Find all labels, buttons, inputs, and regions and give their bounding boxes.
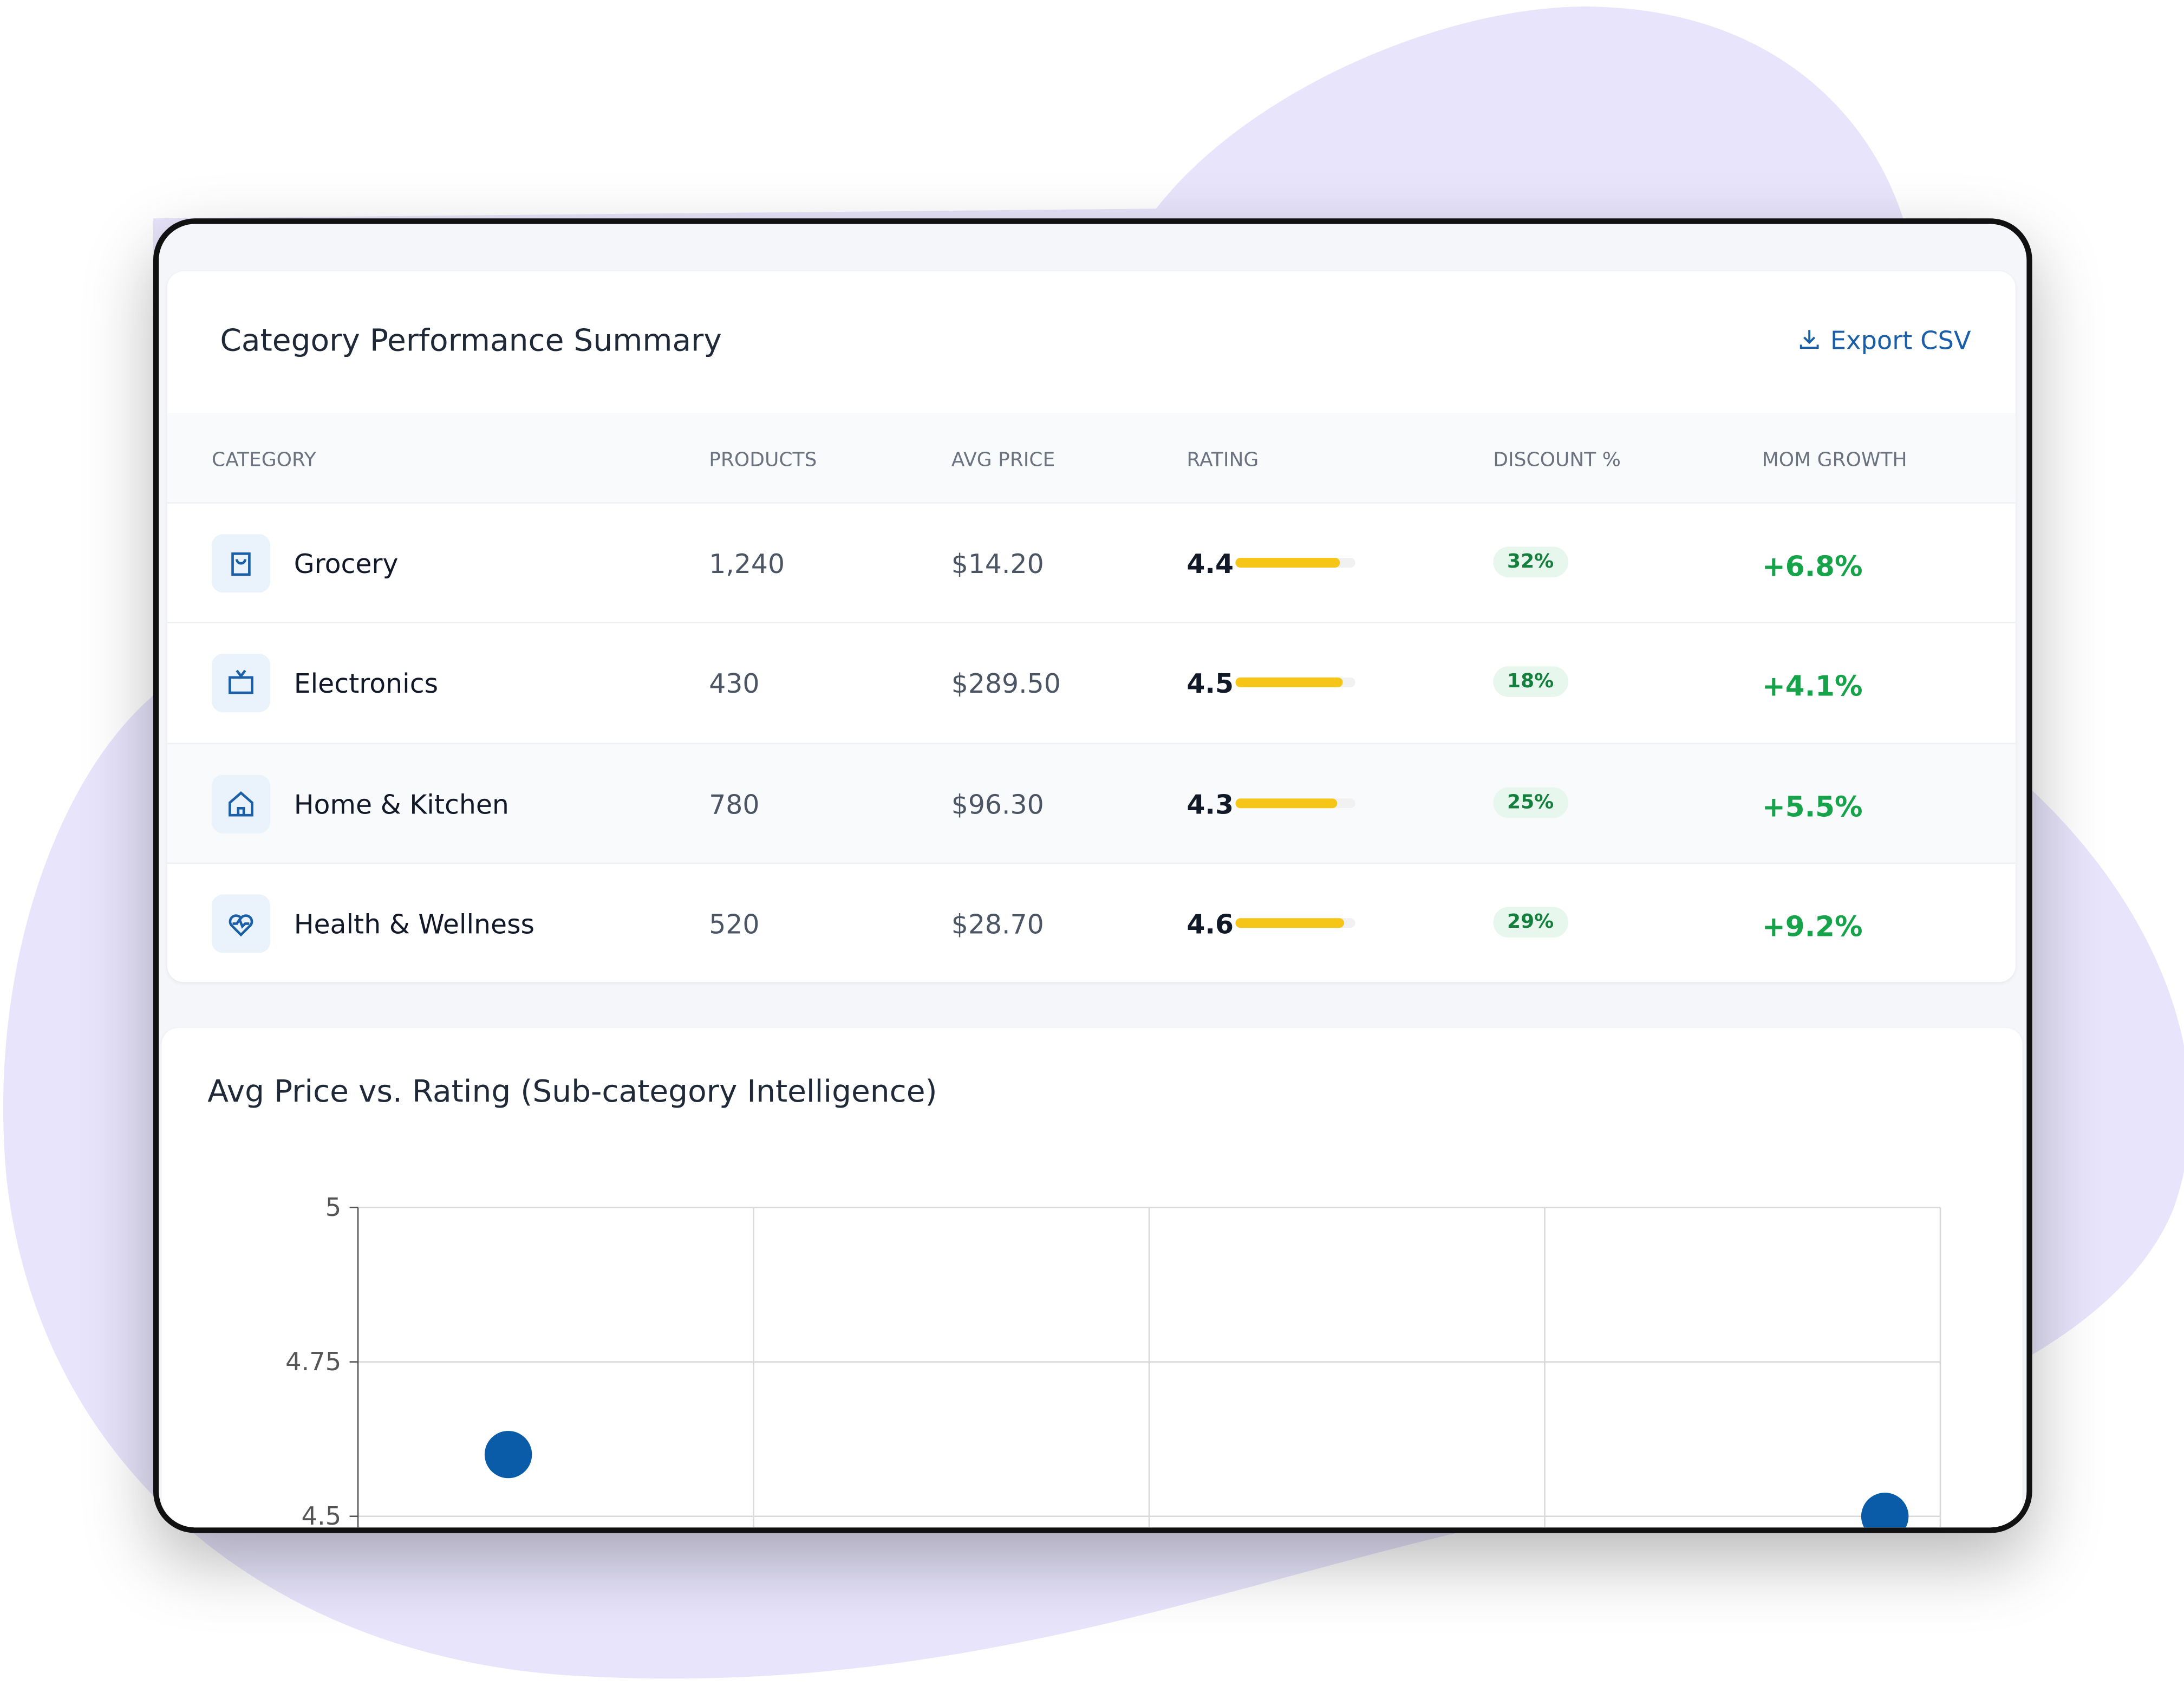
icon-glyph bbox=[229, 790, 253, 816]
y-tick-label: 4.5 bbox=[302, 1501, 342, 1531]
avg-price: $14.20 bbox=[951, 549, 1044, 581]
summary-card: Category Performance Summary Export CSV … bbox=[167, 271, 2016, 982]
rating-value: 4.3 bbox=[1186, 789, 1234, 821]
product-count: 520 bbox=[709, 909, 760, 941]
chart-card: Avg Price vs. Rating (Sub-category Intel… bbox=[161, 1028, 2023, 1531]
product-count: 780 bbox=[709, 789, 760, 821]
category-icon bbox=[211, 774, 270, 833]
rating-bar bbox=[1235, 917, 1345, 928]
card-title: Category Performance Summary bbox=[220, 324, 722, 359]
category-name: Grocery bbox=[294, 549, 399, 581]
y-tick-label: 4.75 bbox=[285, 1347, 341, 1376]
discount-badge: 32% bbox=[1493, 546, 1568, 577]
rating-bar bbox=[1235, 678, 1342, 688]
rating-value: 4.5 bbox=[1186, 669, 1234, 700]
column-header: CATEGORY bbox=[211, 449, 316, 472]
table-row: Electronics 430 $289.50 4.5 18% +4.1% bbox=[167, 622, 2016, 743]
rating-bar bbox=[1235, 557, 1340, 568]
y-tick-label: 5 bbox=[325, 1193, 341, 1222]
mom-growth: +9.2% bbox=[1762, 909, 1863, 943]
category-icon bbox=[211, 894, 270, 953]
avg-price: $28.70 bbox=[951, 909, 1044, 941]
rating-value: 4.4 bbox=[1186, 549, 1234, 581]
icon-glyph bbox=[229, 914, 253, 937]
product-count: 430 bbox=[709, 669, 760, 700]
column-header: AVG PRICE bbox=[951, 449, 1055, 472]
chart-title: Avg Price vs. Rating (Sub-category Intel… bbox=[207, 1074, 937, 1109]
download-icon bbox=[1800, 330, 1820, 349]
icon-glyph bbox=[229, 670, 253, 695]
data-point bbox=[1861, 1493, 1909, 1528]
avg-price: $96.30 bbox=[951, 789, 1044, 821]
rating-bar bbox=[1235, 798, 1338, 808]
mom-growth: +4.1% bbox=[1762, 669, 1863, 703]
export-label: Export CSV bbox=[1830, 327, 1971, 356]
mom-growth: +6.8% bbox=[1762, 549, 1863, 583]
table-body: Grocery 1,240 $14.20 4.4 32% +6.8% Electronics… bbox=[167, 502, 2016, 982]
category-icon bbox=[211, 654, 270, 713]
column-header: MOM GROWTH bbox=[1762, 449, 1907, 472]
category-icon bbox=[211, 534, 270, 593]
discount-badge: 18% bbox=[1493, 667, 1568, 698]
chart: Avg Price vs. Rating (Sub-category Intel… bbox=[207, 1074, 1941, 1531]
rating-value: 4.6 bbox=[1186, 909, 1234, 941]
column-header: PRODUCTS bbox=[709, 449, 817, 472]
data-point bbox=[484, 1430, 532, 1479]
column-header: RATING bbox=[1186, 449, 1259, 472]
category-name: Home & Kitchen bbox=[294, 789, 509, 821]
product-count: 1,240 bbox=[709, 549, 785, 581]
table-row: Health & Wellness 520 $28.70 4.6 29% +9.2% bbox=[167, 862, 2016, 982]
discount-badge: 25% bbox=[1493, 786, 1568, 818]
export-button[interactable]: Export CSV bbox=[1797, 327, 1971, 356]
table-row: Home & Kitchen 780 $96.30 4.3 25% +5.5% bbox=[167, 742, 2016, 863]
discount-badge: 29% bbox=[1493, 907, 1568, 938]
table-row: Grocery 1,240 $14.20 4.4 32% +6.8% bbox=[167, 502, 2016, 623]
icon-glyph bbox=[231, 552, 251, 576]
table-header: CATEGORY PRODUCTS AVG PRICE RATING DISCOUNT … bbox=[167, 413, 2016, 503]
category-name: Health & Wellness bbox=[294, 909, 535, 941]
category-name: Electronics bbox=[294, 669, 439, 700]
column-header: DISCOUNT % bbox=[1493, 449, 1621, 472]
device-frame: Category Performance Summary Export CSV … bbox=[153, 218, 2032, 1533]
avg-price: $289.50 bbox=[951, 669, 1061, 700]
mom-growth: +5.5% bbox=[1762, 789, 1863, 823]
